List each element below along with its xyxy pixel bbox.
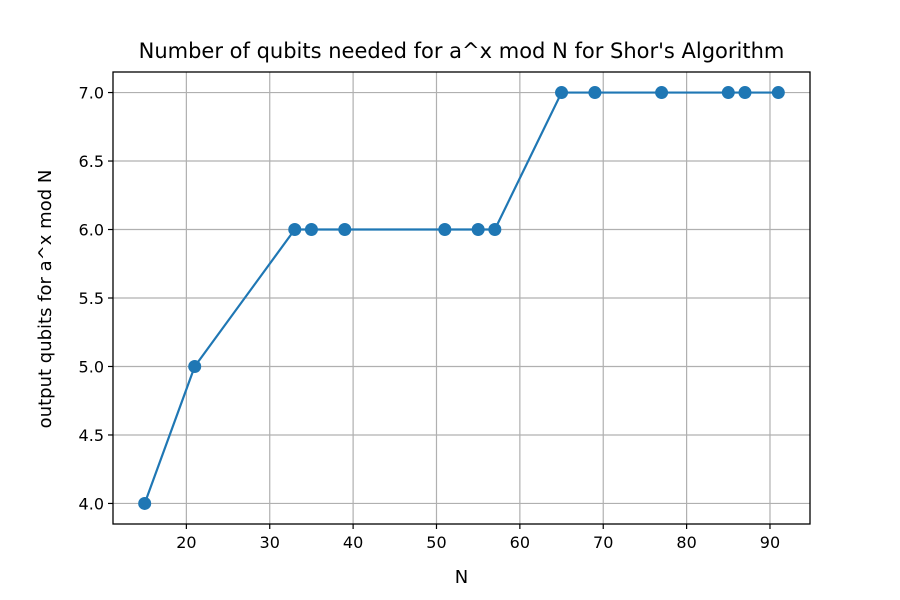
x-tick-label: 50 (426, 533, 446, 552)
y-tick-label: 4.0 (79, 494, 104, 513)
y-axis-label: output qubits for a^x mod N (35, 170, 56, 429)
y-tick-label: 6.5 (79, 152, 104, 171)
data-point (555, 86, 569, 100)
y-tick-label: 7.0 (79, 84, 104, 103)
y-tick-label: 5.0 (79, 357, 104, 376)
data-point (188, 359, 202, 373)
data-point (771, 86, 785, 100)
y-tick-label: 5.5 (79, 289, 104, 308)
data-point (488, 223, 502, 237)
data-point (588, 86, 602, 100)
data-point (721, 86, 735, 100)
x-tick-label: 20 (176, 533, 196, 552)
x-tick-label: 90 (760, 533, 780, 552)
x-tick-label: 60 (510, 533, 530, 552)
data-point (304, 223, 318, 237)
data-point-layer (138, 86, 785, 510)
x-tick-label: 40 (343, 533, 363, 552)
data-point (471, 223, 485, 237)
y-tick-label: 4.5 (79, 426, 104, 445)
data-point (288, 223, 302, 237)
data-point (438, 223, 452, 237)
x-tick-label: 30 (260, 533, 280, 552)
x-tick-label: 80 (676, 533, 696, 552)
chart-title: Number of qubits needed for a^x mod N fo… (139, 39, 785, 63)
x-axis-label: N (455, 567, 468, 588)
data-point (138, 496, 152, 510)
data-point (655, 86, 669, 100)
tick-layer: 20 30 40 50 60 70 80 90 4.0 4.5 5.0 5.5 6.0 6.5 7.0 (79, 84, 781, 552)
x-tick-label: 70 (593, 533, 613, 552)
y-tick-label: 6.0 (79, 221, 104, 240)
data-point (338, 223, 352, 237)
data-point (738, 86, 752, 100)
